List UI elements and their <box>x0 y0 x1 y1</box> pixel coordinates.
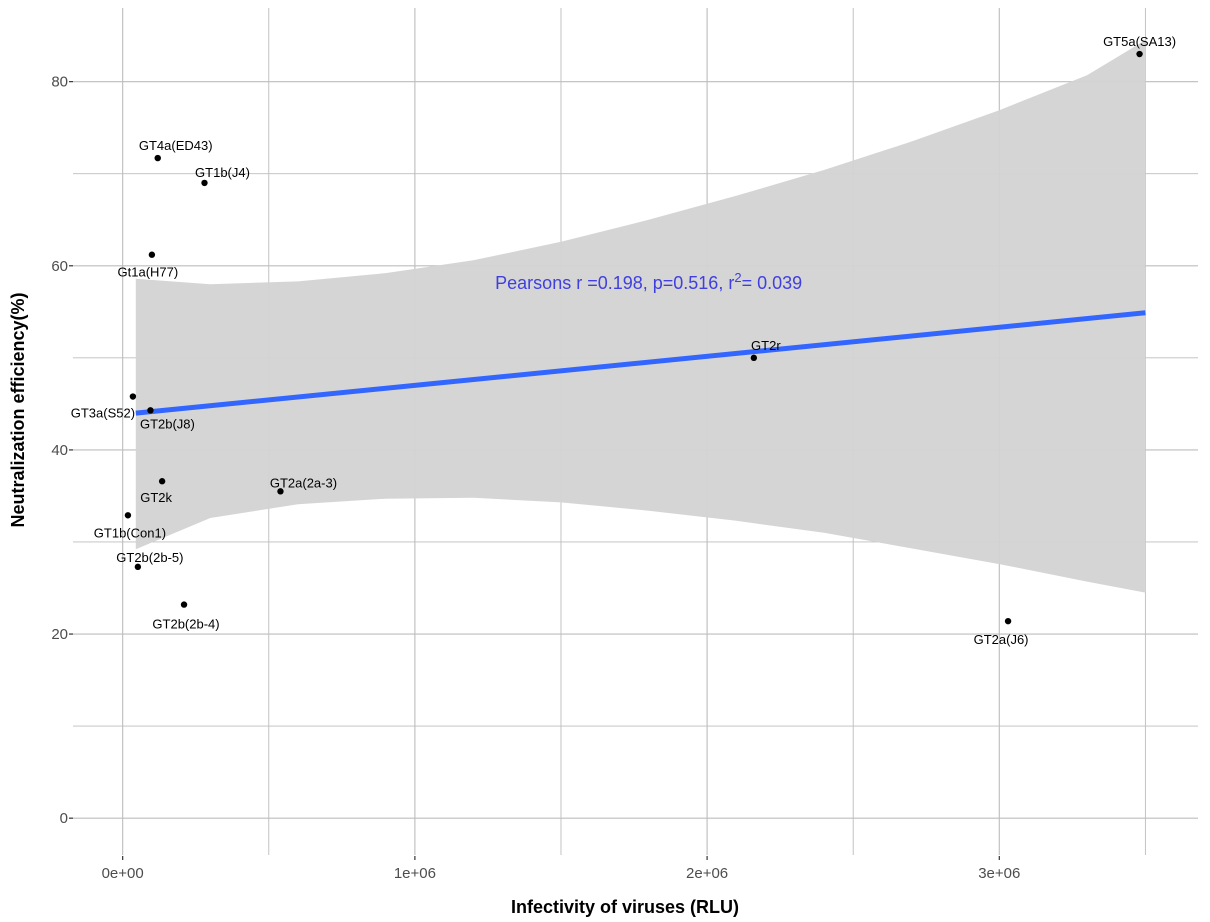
data-point <box>148 251 156 258</box>
axis-ticks: 0e+00 1e+06 2e+06 3e+06 0 20 40 60 80 <box>51 74 1020 882</box>
annotation-text-suffix: = 0.039 <box>742 273 803 293</box>
data-point <box>750 354 758 362</box>
point-label: GT2k <box>140 490 172 505</box>
y-tick-label: 60 <box>51 258 68 275</box>
x-tick-label: 1e+06 <box>394 865 436 882</box>
point-label: Gt1a(H77) <box>118 265 179 280</box>
point-label: GT2b(2b-5) <box>116 550 183 565</box>
data-point <box>158 478 166 485</box>
y-tick-label: 40 <box>51 442 68 459</box>
point-label: GT3a(S52) <box>71 406 135 421</box>
data-point <box>277 488 284 495</box>
y-tick-label: 80 <box>51 74 68 91</box>
data-point <box>147 407 154 414</box>
x-axis-title: Infectivity of viruses (RLU) <box>511 897 739 917</box>
point-label: GT2b(J8) <box>140 416 195 431</box>
data-point <box>124 512 132 519</box>
correlation-annotation: Pearsons r =0.198, p=0.516, r2= 0.039 <box>495 269 802 293</box>
x-tick-label: 3e+06 <box>978 865 1020 882</box>
y-tick-label: 0 <box>60 810 68 827</box>
point-label: GT2a(2a-3) <box>270 475 337 490</box>
data-points <box>124 50 1143 625</box>
data-point <box>201 179 208 187</box>
data-point <box>1004 617 1012 625</box>
confidence-band <box>135 40 1146 593</box>
data-point <box>154 154 161 162</box>
point-label: GT1b(Con1) <box>94 525 166 540</box>
data-point <box>129 393 137 400</box>
confidence-band-area <box>135 40 1146 593</box>
point-labels: GT5a(SA13) GT4a(ED43) GT1b(J4) Gt1a(H77) GT2… <box>71 34 1176 647</box>
regression-line-path <box>135 310 1146 416</box>
x-tick-label: 2e+06 <box>686 865 728 882</box>
data-point <box>1136 50 1143 58</box>
point-label: GT4a(ED43) <box>139 138 213 153</box>
x-tick-label: 0e+00 <box>102 865 144 882</box>
y-axis-title: Neutralization efficiency(%) <box>8 292 28 527</box>
annotation-superscript: 2 <box>734 269 741 284</box>
point-label: GT1b(J4) <box>195 165 250 180</box>
point-label: GT2a(J6) <box>974 632 1029 647</box>
annotation-text-prefix: Pearsons r =0.198, p=0.516, r <box>495 273 734 293</box>
data-point <box>134 563 142 571</box>
point-label: GT2b(2b-4) <box>152 617 219 632</box>
y-tick-label: 20 <box>51 626 68 643</box>
point-label: GT5a(SA13) <box>1103 34 1176 49</box>
regression-line <box>135 310 1146 416</box>
data-point <box>180 601 188 608</box>
point-label: GT2r <box>751 338 781 353</box>
